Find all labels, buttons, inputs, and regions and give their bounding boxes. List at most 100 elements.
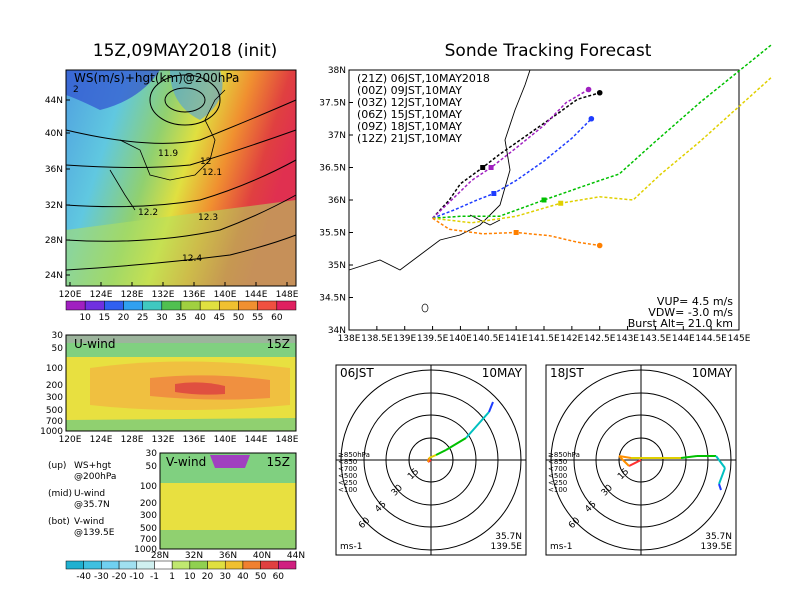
track-line — [432, 75, 773, 224]
uwind-time: 15Z — [267, 337, 291, 351]
y-tick-label: 35N — [328, 261, 346, 271]
track-x-ticks: 138E 138.5E 139E 139.5E 140E 140.5E 141E 141.5E… — [338, 326, 751, 344]
x-tick-label: 143.5E — [640, 334, 672, 344]
ws-map-panel: WS(m/s)+hgt(km)@200hPa 2 11.9 12 12.1 12… — [45, 69, 299, 323]
hodo-date: 10MAY — [482, 366, 523, 380]
pressure-tick: 30 — [146, 449, 158, 459]
colorbar-swatch — [238, 300, 258, 311]
contour-label: 12.1 — [202, 168, 222, 178]
hodo-trace — [718, 467, 726, 485]
vdw-annotation: VDW= -3.0 m/s — [648, 306, 733, 319]
pressure-tick: 200 — [46, 381, 63, 391]
lat-tick: 36N — [45, 165, 63, 175]
colorbar-swatch — [154, 560, 173, 570]
vwind-lat-ticks: 28N 32N 36N 40N 44N — [151, 551, 305, 561]
colorbar-label: 50 — [255, 572, 267, 582]
colorbar-swatch — [224, 560, 244, 570]
y-tick-label: 37N — [328, 131, 346, 141]
hodo-legend-entry: ≥850hPa — [548, 451, 580, 459]
colorbar-swatch — [84, 300, 105, 311]
hodo-trace — [618, 455, 630, 467]
lat-tick: 40N — [253, 551, 271, 561]
tracking-coastline — [348, 69, 531, 271]
pressure-tick: 700 — [140, 535, 157, 545]
colorbar-label: 50 — [233, 313, 245, 323]
lon-tick: 140E — [214, 290, 237, 300]
note-line2: @200hPa — [74, 472, 116, 482]
y-tick-label: 34N — [328, 326, 346, 336]
lat-tick: 32N — [45, 201, 63, 211]
pressure-tick: 200 — [140, 499, 157, 509]
lon-tick: 120E — [59, 290, 82, 300]
colorbar-label: -40 — [76, 572, 91, 582]
right-title: Sonde Tracking Forecast — [445, 41, 652, 61]
note-line1: V-wind — [74, 517, 104, 527]
lon-tick: 140E — [214, 435, 237, 445]
legend-entry: (00Z) 09JST,10MAY — [357, 84, 462, 97]
contour-label: 12.3 — [198, 213, 218, 223]
hodo-trace — [680, 455, 698, 459]
colorbar-label: 30 — [220, 572, 232, 582]
track-line — [432, 92, 600, 219]
y-tick-label: 36N — [328, 196, 346, 206]
hodo-trace — [427, 457, 430, 463]
x-tick-label: 144.5E — [695, 334, 727, 344]
lon-tick: 144E — [245, 290, 268, 300]
hodo-trace — [628, 459, 642, 467]
hodo-lat: 35.7N — [495, 532, 522, 542]
contour-label: 12 — [200, 157, 211, 167]
hodo-trace — [718, 483, 722, 491]
ws-map-label: WS(m/s)+hgt(km)@200hPa — [74, 71, 239, 85]
colorbar-label: -1 — [150, 572, 159, 582]
y-tick-label: 37.5N — [319, 99, 346, 109]
lon-tick: 136E — [183, 435, 206, 445]
colorbar-swatch — [136, 560, 155, 570]
note-tag: (bot) — [48, 517, 70, 527]
colorbar-swatch — [65, 560, 84, 570]
colorbar-swatch — [104, 300, 124, 311]
height-contours — [65, 74, 297, 271]
uwind-top-band — [66, 335, 296, 343]
colorbar-label: -20 — [112, 572, 127, 582]
legend-entry: (12Z) 21JST,10MAY — [357, 132, 462, 145]
track-line — [432, 43, 773, 219]
hodo-legend-entry: <850 — [548, 458, 567, 466]
x-tick-label: 144E — [672, 334, 695, 344]
track-line — [432, 88, 589, 219]
pressure-tick: 50 — [146, 462, 158, 472]
pressure-tick: 100 — [46, 364, 63, 374]
uwind-lower — [66, 418, 296, 431]
contour-label: 12.4 — [182, 254, 202, 264]
hodo-legend-entry: <100 — [548, 486, 567, 494]
hodo-legend-entry: <250 — [548, 479, 567, 487]
map-lat-ticks: 44N 40N 36N 32N 28N 24N — [45, 96, 70, 281]
pressure-tick: 50 — [52, 344, 64, 354]
hodo-time: 06JST — [340, 366, 374, 380]
legend-entry: (06Z) 15JST,10MAY — [357, 108, 462, 121]
colorbar-swatch — [242, 560, 261, 570]
colorbar-label: 30 — [156, 313, 168, 323]
hodo-lon: 139.5E — [701, 542, 733, 552]
colorbar-label: 35 — [175, 313, 186, 323]
hodo-legend-entry: ≥850hPa — [338, 451, 370, 459]
colorbar-swatch — [199, 300, 220, 311]
pressure-tick: 100 — [140, 482, 157, 492]
pressure-tick: 500 — [46, 406, 63, 416]
y-tick-label: 36.5N — [319, 164, 346, 174]
track-y-ticks: 34N 34.5N 35N 35.5N 36N 36.5N 37N 37.5N 38N — [319, 66, 353, 336]
lat-tick: 44N — [45, 96, 63, 106]
colorbar-label: 60 — [271, 313, 283, 323]
track-marker — [558, 200, 564, 206]
hodo-trace — [618, 455, 632, 459]
lon-tick: 136E — [183, 290, 206, 300]
hodo-legend-entry: <100 — [338, 486, 357, 494]
legend-entry: (03Z) 12JST,10MAY — [357, 96, 462, 109]
hodo-trace — [715, 455, 726, 469]
track-marker — [488, 165, 494, 170]
note-line1: U-wind — [74, 489, 105, 499]
uwind-lon-ticks: 120E 124E 128E 132E 136E 140E 144E 148E — [59, 435, 299, 445]
colorbar-label: 45 — [214, 313, 225, 323]
